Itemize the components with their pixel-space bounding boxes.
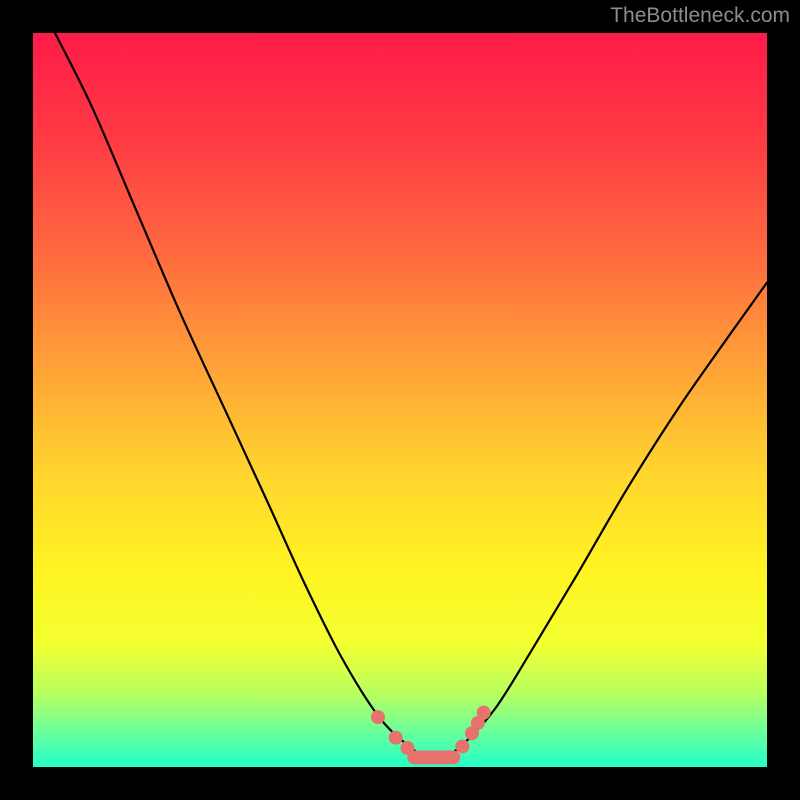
trough-marker [371, 710, 385, 724]
trough-marker [389, 731, 403, 745]
trough-marker [477, 706, 491, 720]
trough-pill [407, 750, 460, 764]
trough-marker [455, 739, 469, 753]
plot-background-gradient [33, 33, 767, 767]
chart-svg [0, 0, 800, 800]
stage: TheBottleneck.com [0, 0, 800, 800]
trough-marker [400, 741, 414, 755]
